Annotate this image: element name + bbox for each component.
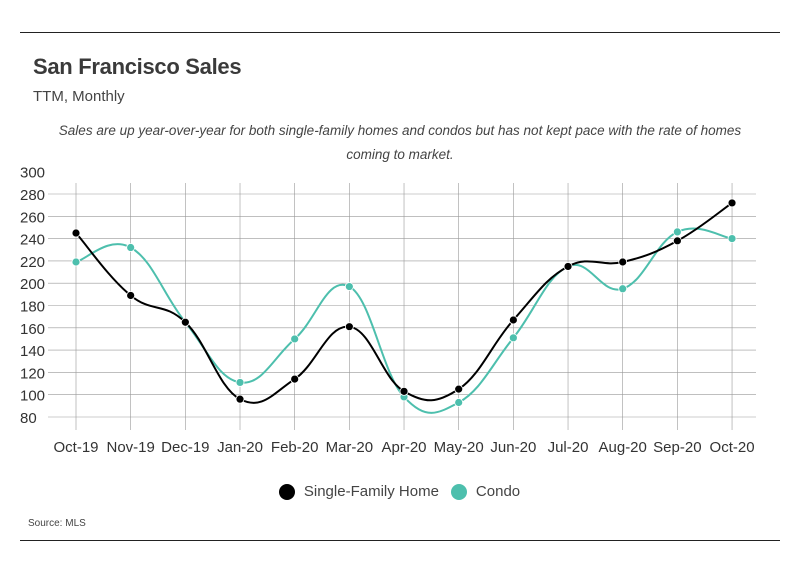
chart-annotation: Sales are up year-over-year for both sin… <box>58 123 742 162</box>
legend-item-condo[interactable]: Condo <box>450 483 521 500</box>
data-point-single-family <box>235 394 245 404</box>
legend-label-single-family: Single-Family Home <box>303 483 439 500</box>
x-tick-label: Apr-20 <box>382 439 427 456</box>
bottom-rule <box>20 540 780 541</box>
data-point-single-family <box>672 236 682 246</box>
x-tick-label: May-20 <box>434 439 484 456</box>
source-note: Source: MLS <box>28 518 86 529</box>
x-tick-label: Dec-19 <box>161 439 209 456</box>
data-point-condo <box>126 243 136 252</box>
y-tick-label: 140 <box>20 343 45 360</box>
y-tick-label: 200 <box>20 276 45 293</box>
x-tick-label: Oct-19 <box>53 439 98 456</box>
data-point-single-family <box>618 257 628 267</box>
data-point-single-family <box>508 315 518 325</box>
legend: Single-Family Home Condo <box>0 483 799 500</box>
legend-marker-condo <box>450 483 467 500</box>
y-tick-label: 300 <box>20 165 45 182</box>
top-rule <box>20 32 780 33</box>
legend-label-condo: Condo <box>475 483 521 500</box>
data-point-condo <box>344 282 354 291</box>
data-point-condo <box>454 398 464 407</box>
y-tick-label: 120 <box>20 365 45 382</box>
y-tick-label: 80 <box>20 410 37 427</box>
data-point-condo <box>290 334 300 344</box>
data-point-single-family <box>399 386 409 396</box>
data-point-single-family <box>71 228 81 238</box>
x-tick-label: Jun-20 <box>490 439 536 456</box>
x-tick-label: Feb-20 <box>271 439 319 456</box>
data-point-condo <box>508 333 518 343</box>
legend-item-single-family[interactable]: Single-Family Home <box>278 483 439 500</box>
x-tick-label: Sep-20 <box>653 439 701 456</box>
data-point-single-family <box>454 384 464 394</box>
data-point-condo <box>727 234 737 244</box>
y-tick-label: 220 <box>20 254 45 271</box>
x-tick-label: Oct-20 <box>710 439 755 456</box>
x-tick-label: Jul-20 <box>548 439 589 456</box>
y-tick-label: 260 <box>20 209 45 226</box>
x-tick-label: Aug-20 <box>599 439 647 456</box>
y-tick-label: 240 <box>20 232 45 249</box>
data-point-condo <box>235 378 245 387</box>
data-point-condo <box>672 227 682 237</box>
y-tick-label: 180 <box>20 299 45 316</box>
data-point-single-family <box>126 291 136 300</box>
data-point-single-family <box>344 322 354 332</box>
x-tick-label: Nov-19 <box>106 439 154 456</box>
legend-marker-single-family <box>278 483 295 500</box>
data-point-condo <box>71 257 81 267</box>
chart-subtitle: TTM, Monthly <box>33 88 125 105</box>
data-point-single-family <box>563 262 573 271</box>
data-point-single-family <box>290 374 300 384</box>
data-point-single-family <box>180 317 190 327</box>
x-tick-label: Jan-20 <box>217 439 263 456</box>
y-tick-label: 100 <box>20 388 45 405</box>
data-point-condo <box>618 284 628 294</box>
x-tick-label: Mar-20 <box>326 439 374 456</box>
data-point-single-family <box>727 198 737 208</box>
y-tick-label: 280 <box>20 187 45 204</box>
chart-title: San Francisco Sales <box>33 54 242 79</box>
y-tick-label: 160 <box>20 321 45 338</box>
